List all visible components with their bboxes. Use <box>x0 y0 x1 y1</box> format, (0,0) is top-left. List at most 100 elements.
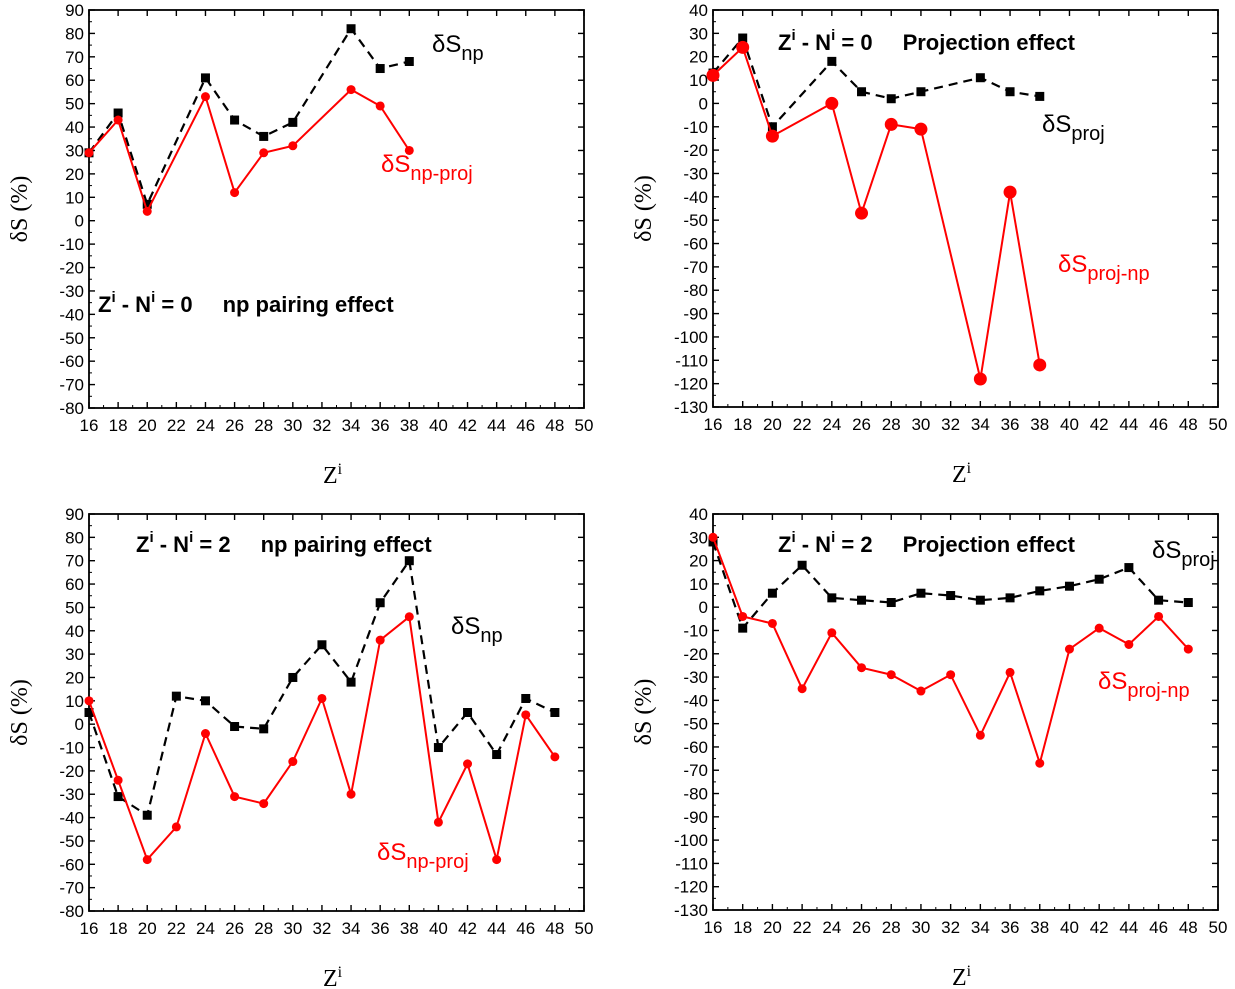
x-tick-label: 22 <box>793 918 812 937</box>
x-axis-label: Zi <box>323 964 343 989</box>
y-tick-label: 90 <box>65 1 84 20</box>
x-tick-label: 42 <box>1090 918 1109 937</box>
data-point <box>797 560 807 570</box>
y-tick-label: -40 <box>683 691 708 710</box>
data-point <box>765 129 779 143</box>
data-point <box>550 708 560 717</box>
data-point <box>346 677 356 687</box>
x-tick-label: 22 <box>793 415 812 434</box>
data-point <box>433 817 443 827</box>
data-point <box>827 56 837 66</box>
series-label: δSproj-np <box>1098 668 1190 702</box>
x-tick-label: 44 <box>1119 415 1138 434</box>
y-tick-label: 30 <box>65 141 84 160</box>
data-point <box>346 789 356 799</box>
y-tick-label: -120 <box>674 375 708 394</box>
data-point <box>1094 574 1104 584</box>
data-point <box>200 73 210 83</box>
x-tick-label: 34 <box>342 416 361 435</box>
data-point <box>708 532 718 542</box>
data-point <box>827 628 837 638</box>
data-point <box>1124 639 1134 649</box>
data-point <box>84 708 94 717</box>
chart-panel-3: 16 18 20 22 24 26 28 30 32 34 36 38 40 42 44 46 48 50 -80 -… <box>7 505 593 989</box>
data-point <box>767 122 777 132</box>
x-tick-label: 36 <box>1001 918 1020 937</box>
y-tick-label: -50 <box>683 715 708 734</box>
data-point <box>797 684 807 694</box>
x-tick-label: 44 <box>1119 918 1138 937</box>
x-tick-label: 32 <box>941 918 960 937</box>
data-point <box>975 595 985 605</box>
x-tick-label: 42 <box>458 416 477 435</box>
y-axis-label: δS (%) <box>631 679 657 746</box>
y-tick-label: -10 <box>683 621 708 640</box>
y-tick-label: 0 <box>75 212 84 231</box>
data-point <box>886 670 896 680</box>
chart-panel-2: 16 18 20 22 24 26 28 30 32 34 36 38 40 42 44 46 48 50 -130… <box>631 1 1227 488</box>
data-point <box>346 85 356 95</box>
chart-panel-1: 16 18 20 22 24 26 28 30 32 34 36 38 40 42 44 46 48 50 -80 -… <box>7 1 593 489</box>
x-tick-label: 16 <box>704 918 723 937</box>
y-tick-label: -100 <box>674 831 708 850</box>
panel-annotation: Zi - Ni = 0 np pairing effect <box>98 289 394 317</box>
y-tick-label: -80 <box>683 785 708 804</box>
y-tick-label: 10 <box>689 575 708 594</box>
y-tick-label: -60 <box>683 235 708 254</box>
x-tick-label: 32 <box>312 919 331 938</box>
series-line <box>88 26 410 208</box>
data-point <box>1005 667 1015 677</box>
data-point <box>1035 758 1045 768</box>
data-point <box>288 757 298 767</box>
x-tick-label: 46 <box>1149 918 1168 937</box>
plot-frame <box>88 513 585 912</box>
series-proj: δSproj <box>708 537 1215 633</box>
data-point <box>738 33 748 43</box>
data-point <box>230 115 240 125</box>
data-point <box>1154 595 1164 605</box>
y-tick-label: -10 <box>683 118 708 137</box>
panel-annotation: Zi - Ni = 2 np pairing effect <box>136 529 432 557</box>
y-tick-label: -10 <box>59 235 84 254</box>
data-point <box>200 696 210 706</box>
y-tick-label: 30 <box>65 645 84 664</box>
x-tick-label: 30 <box>911 918 930 937</box>
y-tick-label: 0 <box>699 94 708 113</box>
data-point <box>767 588 777 598</box>
data-point <box>200 729 210 739</box>
y-tick-label: 10 <box>65 692 84 711</box>
data-point <box>463 708 473 717</box>
data-point <box>1005 87 1015 97</box>
x-tick-label: 48 <box>545 416 564 435</box>
x-tick-label: 22 <box>167 919 186 938</box>
y-tick-label: -80 <box>59 399 84 418</box>
data-point <box>346 24 356 34</box>
data-point <box>288 672 298 682</box>
data-point <box>404 556 414 566</box>
y-tick-label: -60 <box>683 738 708 757</box>
y-tick-label: 60 <box>65 71 84 90</box>
y-tick-label: 20 <box>65 668 84 687</box>
series-line <box>712 35 1040 129</box>
y-tick-label: -70 <box>59 376 84 395</box>
data-point <box>975 73 985 83</box>
data-point <box>317 693 327 703</box>
data-point <box>1035 91 1045 101</box>
x-tick-label: 18 <box>109 416 128 435</box>
x-tick-label: 42 <box>1090 415 1109 434</box>
y-tick-label: 20 <box>689 552 708 571</box>
x-tick-label: 16 <box>80 416 99 435</box>
x-tick-label: 40 <box>429 416 448 435</box>
y-tick-label: -20 <box>59 259 84 278</box>
x-tick-label: 40 <box>429 919 448 938</box>
data-point <box>230 792 240 802</box>
x-tick-label: 30 <box>283 416 302 435</box>
x-tick-label: 18 <box>109 919 128 938</box>
data-point <box>113 792 123 802</box>
x-tick-label: 42 <box>458 919 477 938</box>
series-np: δSnp <box>84 24 484 209</box>
data-point <box>142 199 152 209</box>
y-tick-label: -80 <box>59 902 84 921</box>
y-tick-label: -50 <box>683 211 708 230</box>
panel-annotation: Zi - Ni = 2 Projection effect <box>778 529 1076 557</box>
